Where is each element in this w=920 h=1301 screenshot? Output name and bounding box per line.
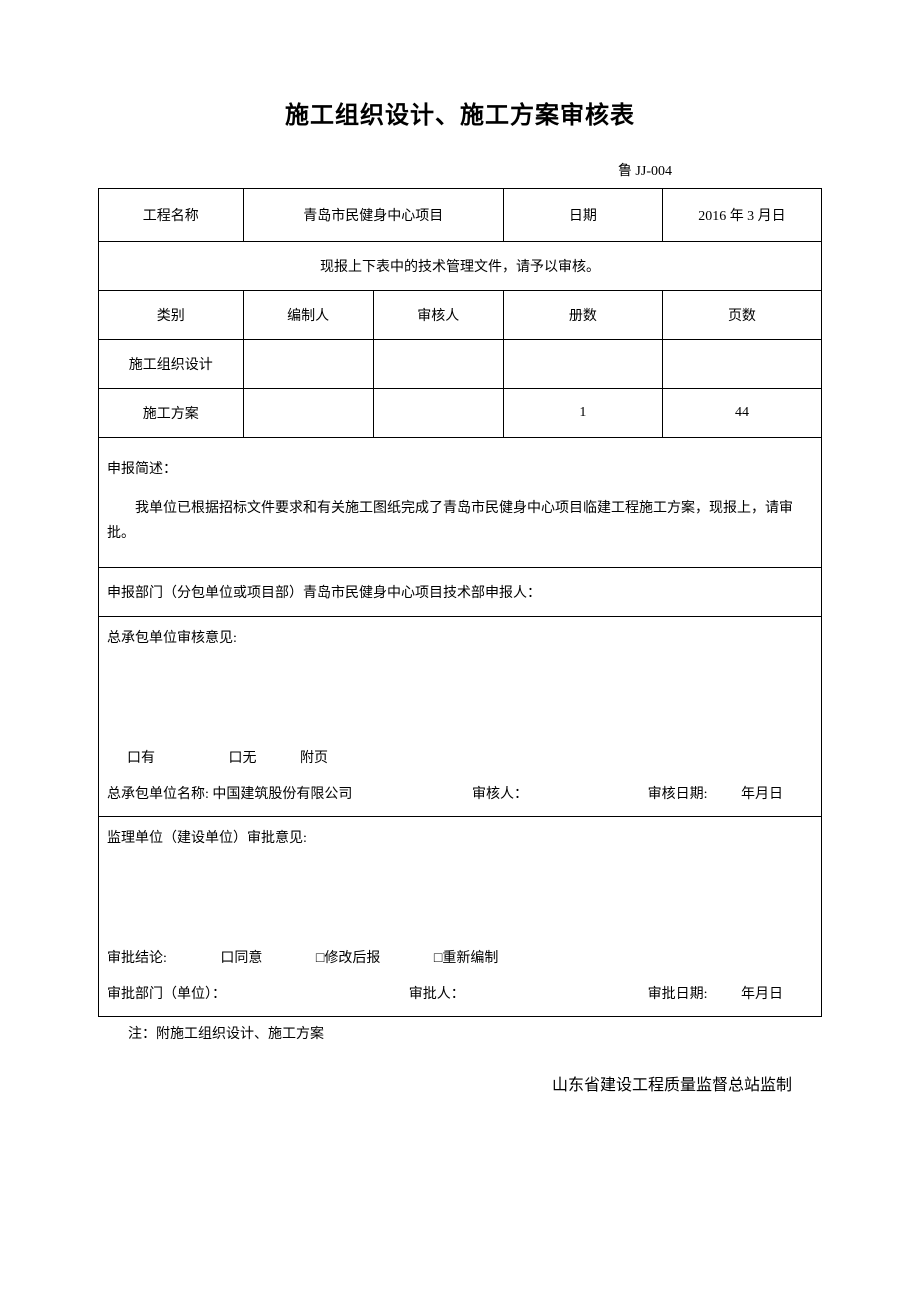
review-date-label: 审核日期: bbox=[648, 787, 708, 802]
notice-row: 现报上下表中的技术管理文件，请予以审核。 bbox=[99, 242, 822, 291]
checkbox-has: 口有 bbox=[127, 747, 155, 767]
date-label: 日期 bbox=[503, 189, 662, 242]
review-date: 审核日期: 年月日 bbox=[648, 783, 783, 803]
cell-pages bbox=[662, 340, 821, 389]
table-row: 施工方案 1 44 bbox=[99, 389, 822, 438]
checkbox-modify: □修改后报 bbox=[316, 947, 380, 967]
report-dept-row: 申报部门（分包单位或项目部）青岛市民健身中心项目技术部申报人： bbox=[99, 568, 822, 617]
attachment-checkbox-row: 口有 口无 附页 bbox=[107, 747, 813, 767]
unit-name: 中国建筑股份有限公司 bbox=[212, 787, 352, 802]
reviewer-label: 审核人： bbox=[472, 783, 528, 803]
col-volumes: 册数 bbox=[503, 291, 662, 340]
contractor-signature-row: 总承包单位名称: 中国建筑股份有限公司 审核人： 审核日期: 年月日 bbox=[107, 783, 813, 803]
contractor-unit: 总承包单位名称: 中国建筑股份有限公司 bbox=[107, 783, 352, 803]
cell-category: 施工方案 bbox=[99, 389, 244, 438]
contractor-review-cell: 总承包单位审核意见: 口有 口无 附页 总承包单位名称: 中国建筑股份有限公司 … bbox=[99, 617, 822, 817]
supervisor-approve-row: 监理单位（建设单位）审批意见: 审批结论: 口同意 □修改后报 □重新编制 审批… bbox=[99, 817, 822, 1017]
header-row: 工程名称 青岛市民健身中心项目 日期 2016 年 3 月日 bbox=[99, 189, 822, 242]
col-pages: 页数 bbox=[662, 291, 821, 340]
description-body: 我单位已根据招标文件要求和有关施工图纸完成了青岛市民健身中心项目临建工程施工方案… bbox=[107, 496, 813, 546]
footer-note: 注：附施工组织设计、施工方案 bbox=[98, 1023, 822, 1043]
col-compiler: 编制人 bbox=[243, 291, 373, 340]
cell-volumes bbox=[503, 340, 662, 389]
description-row: 申报简述： 我单位已根据招标文件要求和有关施工图纸完成了青岛市民健身中心项目临建… bbox=[99, 438, 822, 568]
approve-date-label: 审批日期: bbox=[648, 987, 708, 1002]
project-label: 工程名称 bbox=[99, 189, 244, 242]
contractor-review-row: 总承包单位审核意见: 口有 口无 附页 总承包单位名称: 中国建筑股份有限公司 … bbox=[99, 617, 822, 817]
approve-date: 审批日期: 年月日 bbox=[648, 983, 783, 1003]
supervisor-approve-title: 监理单位（建设单位）审批意见: bbox=[107, 827, 813, 847]
col-category: 类别 bbox=[99, 291, 244, 340]
checkbox-none: 口无 bbox=[229, 747, 257, 767]
review-date-value: 年月日 bbox=[741, 787, 783, 802]
approve-conclusion-row: 审批结论: 口同意 □修改后报 □重新编制 bbox=[107, 947, 813, 967]
cell-pages: 44 bbox=[662, 389, 821, 438]
table-row: 施工组织设计 bbox=[99, 340, 822, 389]
approve-date-value: 年月日 bbox=[741, 987, 783, 1002]
col-reviewer: 审核人 bbox=[373, 291, 503, 340]
cell-volumes: 1 bbox=[503, 389, 662, 438]
notice-text: 现报上下表中的技术管理文件，请予以审核。 bbox=[99, 242, 822, 291]
cell-reviewer bbox=[373, 389, 503, 438]
column-header-row: 类别 编制人 审核人 册数 页数 bbox=[99, 291, 822, 340]
review-form-table: 工程名称 青岛市民健身中心项目 日期 2016 年 3 月日 现报上下表中的技术… bbox=[98, 188, 822, 1017]
cell-compiler bbox=[243, 340, 373, 389]
cell-category: 施工组织设计 bbox=[99, 340, 244, 389]
footer-organization: 山东省建设工程质量监督总站监制 bbox=[98, 1071, 822, 1095]
supervisor-approve-cell: 监理单位（建设单位）审批意见: 审批结论: 口同意 □修改后报 □重新编制 审批… bbox=[99, 817, 822, 1017]
supervisor-signature-row: 审批部门（单位）： 审批人： 审批日期: 年月日 bbox=[107, 983, 813, 1003]
date-value: 2016 年 3 月日 bbox=[662, 189, 821, 242]
document-id: 鲁 JJ-004 bbox=[98, 160, 822, 180]
unit-label: 总承包单位名称: bbox=[107, 787, 209, 802]
document-title: 施工组织设计、施工方案审核表 bbox=[98, 95, 822, 130]
description-cell: 申报简述： 我单位已根据招标文件要求和有关施工图纸完成了青岛市民健身中心项目临建… bbox=[99, 438, 822, 568]
checkbox-redo: □重新编制 bbox=[434, 947, 498, 967]
approve-dept-label: 审批部门（单位）： bbox=[107, 983, 226, 1003]
approver-label: 审批人： bbox=[409, 983, 465, 1003]
report-dept-cell: 申报部门（分包单位或项目部）青岛市民健身中心项目技术部申报人： bbox=[99, 568, 822, 617]
conclusion-label: 审批结论: bbox=[107, 947, 167, 967]
checkbox-agree: 口同意 bbox=[220, 947, 262, 967]
description-title: 申报简述： bbox=[107, 458, 813, 478]
project-name: 青岛市民健身中心项目 bbox=[243, 189, 503, 242]
contractor-review-title: 总承包单位审核意见: bbox=[107, 627, 813, 647]
cell-compiler bbox=[243, 389, 373, 438]
cell-reviewer bbox=[373, 340, 503, 389]
attach-label: 附页 bbox=[300, 747, 328, 767]
